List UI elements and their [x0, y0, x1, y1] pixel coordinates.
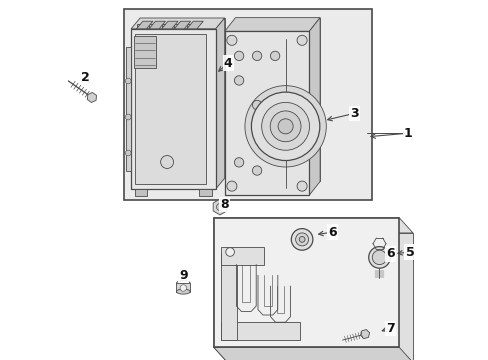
- Circle shape: [252, 100, 261, 110]
- Circle shape: [270, 51, 279, 60]
- Circle shape: [216, 203, 223, 211]
- Ellipse shape: [176, 280, 190, 286]
- Bar: [174, 24, 184, 29]
- Circle shape: [234, 158, 244, 167]
- Bar: [213, 218, 399, 347]
- Text: 1: 1: [403, 127, 412, 140]
- Polygon shape: [221, 247, 264, 265]
- Polygon shape: [215, 18, 224, 189]
- Polygon shape: [309, 18, 320, 195]
- Circle shape: [299, 237, 305, 242]
- Circle shape: [180, 285, 186, 291]
- Circle shape: [251, 92, 319, 161]
- Polygon shape: [221, 322, 300, 340]
- Polygon shape: [174, 21, 190, 29]
- Polygon shape: [213, 218, 227, 360]
- Polygon shape: [87, 93, 96, 103]
- Bar: [162, 24, 171, 29]
- Bar: [123, 9, 371, 200]
- Circle shape: [278, 119, 292, 134]
- Polygon shape: [199, 189, 212, 196]
- Circle shape: [270, 111, 301, 142]
- Bar: [131, 29, 215, 189]
- Bar: [134, 36, 155, 68]
- Text: 6: 6: [385, 247, 394, 260]
- Polygon shape: [213, 218, 412, 233]
- Text: 8: 8: [220, 198, 228, 211]
- Bar: [149, 24, 159, 29]
- Polygon shape: [360, 329, 369, 339]
- Circle shape: [125, 114, 131, 120]
- Text: 5: 5: [405, 246, 414, 258]
- Circle shape: [125, 150, 131, 156]
- Bar: [176, 283, 190, 292]
- Ellipse shape: [176, 289, 190, 294]
- Text: 3: 3: [349, 107, 358, 120]
- Circle shape: [244, 86, 325, 167]
- Polygon shape: [162, 21, 178, 29]
- Text: 2: 2: [81, 71, 90, 84]
- Bar: [224, 31, 309, 195]
- Circle shape: [252, 166, 261, 175]
- Bar: [135, 34, 205, 184]
- Circle shape: [225, 248, 234, 256]
- Circle shape: [296, 35, 306, 45]
- Circle shape: [368, 247, 389, 268]
- Polygon shape: [213, 347, 412, 360]
- Circle shape: [371, 250, 386, 265]
- Text: 4: 4: [224, 57, 232, 69]
- Text: 6: 6: [328, 226, 336, 239]
- Polygon shape: [140, 18, 224, 178]
- Circle shape: [291, 229, 312, 250]
- Circle shape: [226, 35, 237, 45]
- Polygon shape: [235, 18, 320, 181]
- Circle shape: [234, 51, 244, 60]
- Polygon shape: [186, 21, 203, 29]
- Circle shape: [296, 181, 306, 191]
- Polygon shape: [134, 189, 147, 196]
- Circle shape: [234, 76, 244, 85]
- Polygon shape: [213, 199, 226, 215]
- Circle shape: [252, 51, 261, 60]
- Bar: [136, 24, 146, 29]
- Polygon shape: [227, 233, 412, 360]
- Polygon shape: [224, 18, 320, 31]
- Polygon shape: [149, 21, 165, 29]
- Circle shape: [125, 78, 131, 84]
- Polygon shape: [221, 254, 237, 340]
- Circle shape: [226, 181, 237, 191]
- Circle shape: [261, 102, 309, 150]
- Circle shape: [160, 156, 173, 168]
- Polygon shape: [136, 21, 153, 29]
- Bar: [186, 24, 197, 29]
- Circle shape: [295, 233, 308, 246]
- Polygon shape: [131, 18, 224, 29]
- Polygon shape: [125, 47, 131, 171]
- Text: 9: 9: [179, 269, 187, 282]
- Text: 7: 7: [385, 322, 394, 335]
